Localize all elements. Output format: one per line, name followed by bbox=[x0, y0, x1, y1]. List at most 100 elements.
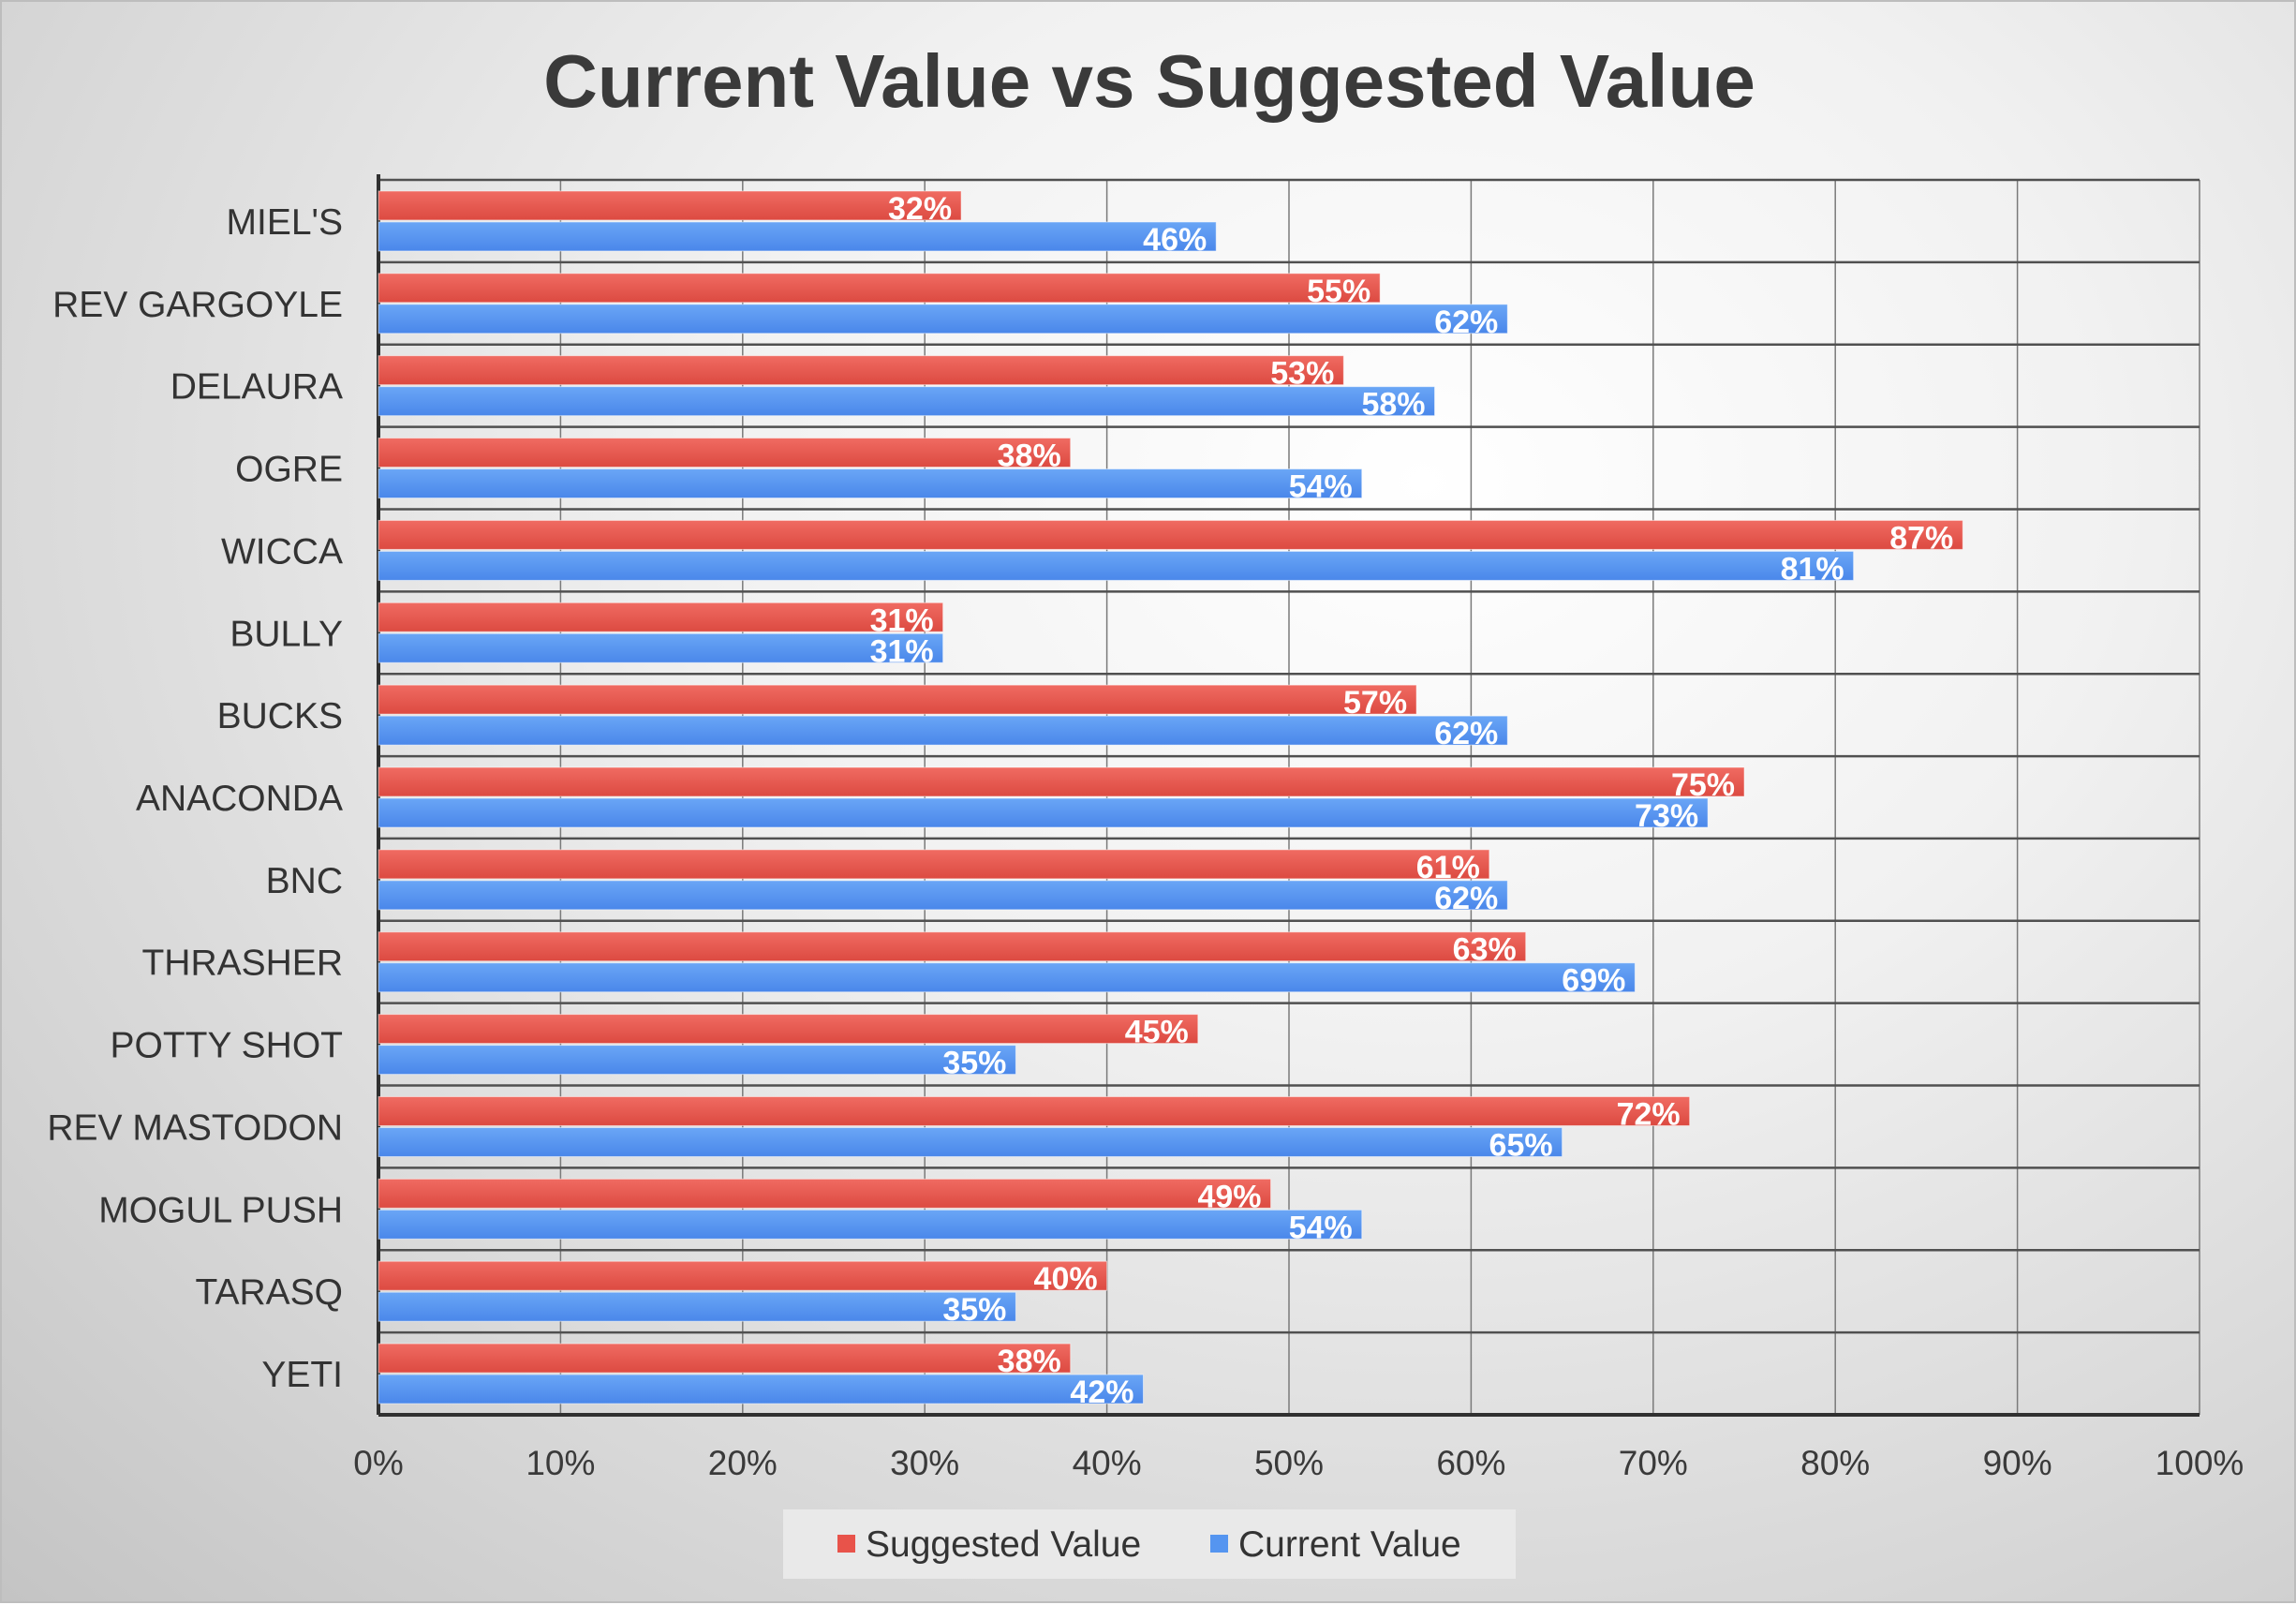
category-label: MIEL'S bbox=[227, 202, 343, 243]
bar-suggested bbox=[378, 1343, 1072, 1374]
data-label-suggested: 31% bbox=[870, 602, 934, 638]
data-label-current: 58% bbox=[1361, 387, 1425, 423]
data-label-suggested: 87% bbox=[1889, 520, 1953, 556]
bars bbox=[378, 190, 1963, 1404]
bar-suggested bbox=[378, 1178, 1272, 1209]
category-label: BULLY bbox=[230, 614, 343, 654]
data-label-current: 46% bbox=[1143, 222, 1207, 258]
bar-suggested bbox=[378, 931, 1527, 962]
data-label-current: 62% bbox=[1434, 305, 1498, 340]
data-label-current: 62% bbox=[1434, 881, 1498, 916]
bar-suggested bbox=[378, 355, 1344, 386]
x-tick-label: 30% bbox=[890, 1444, 959, 1482]
data-label-suggested: 38% bbox=[998, 438, 1061, 474]
category-label: THRASHER bbox=[141, 944, 343, 984]
value-axis-ticks: 0% 10% 20% 30% 40% 50% 60% 70% 80% 90% 100% bbox=[353, 1444, 2244, 1482]
category-label: DELAURA bbox=[170, 367, 343, 408]
category-label: BUCKS bbox=[217, 696, 343, 736]
data-label-current: 31% bbox=[870, 633, 934, 669]
legend-swatch-suggested bbox=[837, 1535, 855, 1553]
category-label: YETI bbox=[261, 1355, 343, 1395]
data-label-suggested: 75% bbox=[1671, 767, 1735, 803]
bar-suggested bbox=[378, 1014, 1199, 1045]
bar-suggested bbox=[378, 273, 1381, 304]
chart-title: Current Value vs Suggested Value bbox=[543, 39, 1755, 123]
data-labels: 32% 46% 55% 62% 53% 58% 38% 54% 87% 81% 31%31% 57% 6… bbox=[870, 191, 1954, 1410]
data-label-suggested: 32% bbox=[888, 191, 952, 227]
gridlines bbox=[377, 174, 2200, 1417]
bar-current bbox=[378, 468, 1363, 499]
data-label-suggested: 40% bbox=[1034, 1261, 1098, 1297]
bar-current bbox=[378, 304, 1508, 334]
data-label-suggested: 72% bbox=[1617, 1096, 1681, 1132]
data-label-suggested: 45% bbox=[1125, 1015, 1189, 1050]
x-tick-label: 90% bbox=[1983, 1444, 2052, 1482]
bar-current bbox=[378, 632, 944, 663]
bar-suggested bbox=[378, 1095, 1691, 1126]
legend-box bbox=[783, 1509, 1516, 1579]
data-label-suggested: 63% bbox=[1453, 932, 1517, 968]
data-label-current: 81% bbox=[1781, 551, 1844, 587]
data-label-current: 62% bbox=[1434, 716, 1498, 751]
bar-current bbox=[378, 715, 1508, 746]
data-label-current: 69% bbox=[1562, 963, 1625, 999]
bar-current bbox=[378, 880, 1508, 911]
category-label: OGRE bbox=[235, 450, 343, 490]
data-label-suggested: 55% bbox=[1307, 274, 1370, 309]
x-tick-label: 80% bbox=[1800, 1444, 1870, 1482]
bar-suggested bbox=[378, 1260, 1108, 1291]
x-tick-label: 100% bbox=[2155, 1444, 2244, 1482]
data-label-current: 35% bbox=[942, 1046, 1006, 1081]
bar-suggested bbox=[378, 602, 944, 632]
category-label: TARASQ bbox=[196, 1272, 343, 1313]
category-label: REV MASTODON bbox=[47, 1107, 343, 1148]
bar-current bbox=[378, 386, 1436, 417]
data-label-current: 65% bbox=[1489, 1127, 1553, 1163]
legend: Suggested Value Current Value bbox=[783, 1509, 1516, 1579]
bar-suggested bbox=[378, 519, 1963, 550]
data-label-suggested: 61% bbox=[1416, 850, 1480, 885]
data-label-suggested: 38% bbox=[998, 1344, 1061, 1379]
bar-suggested bbox=[378, 438, 1072, 468]
bar-current bbox=[378, 221, 1217, 252]
category-label: WICCA bbox=[221, 531, 343, 572]
data-label-suggested: 49% bbox=[1197, 1179, 1261, 1214]
data-label-current: 54% bbox=[1289, 1210, 1353, 1245]
category-axis-labels: MIEL'S REV GARGOYLE DELAURA OGRE WICCA BULLY B… bbox=[47, 202, 343, 1395]
legend-label-current: Current Value bbox=[1238, 1524, 1461, 1565]
bar-suggested bbox=[378, 684, 1417, 715]
bar-suggested bbox=[378, 190, 962, 221]
bar-current bbox=[378, 962, 1636, 993]
data-label-current: 42% bbox=[1070, 1375, 1133, 1410]
data-label-current: 54% bbox=[1289, 469, 1353, 505]
bar-suggested bbox=[378, 849, 1490, 880]
data-label-suggested: 53% bbox=[1270, 356, 1334, 392]
x-tick-label: 70% bbox=[1619, 1444, 1688, 1482]
bar-suggested bbox=[378, 766, 1745, 797]
bar-current bbox=[378, 1126, 1563, 1157]
category-label: BNC bbox=[266, 861, 343, 901]
bar-current bbox=[378, 1291, 1016, 1322]
category-label: POTTY SHOT bbox=[111, 1026, 343, 1066]
bar-current bbox=[378, 797, 1709, 828]
data-label-current: 35% bbox=[942, 1292, 1006, 1328]
category-label: MOGUL PUSH bbox=[98, 1190, 343, 1230]
data-label-current: 73% bbox=[1635, 798, 1698, 834]
x-tick-label: 0% bbox=[353, 1444, 403, 1482]
category-label: ANACONDA bbox=[136, 779, 343, 819]
data-label-suggested: 57% bbox=[1343, 685, 1407, 721]
x-tick-label: 50% bbox=[1254, 1444, 1324, 1482]
x-tick-label: 10% bbox=[526, 1444, 595, 1482]
bar-current bbox=[378, 1374, 1144, 1404]
legend-swatch-current bbox=[1210, 1535, 1228, 1553]
x-tick-label: 20% bbox=[708, 1444, 778, 1482]
x-tick-label: 60% bbox=[1436, 1444, 1505, 1482]
bar-current bbox=[378, 1209, 1363, 1240]
bar-current bbox=[378, 1045, 1016, 1076]
bar-current bbox=[378, 550, 1855, 581]
category-label: REV GARGOYLE bbox=[52, 285, 343, 325]
x-tick-label: 40% bbox=[1073, 1444, 1142, 1482]
legend-label-suggested: Suggested Value bbox=[866, 1524, 1141, 1565]
